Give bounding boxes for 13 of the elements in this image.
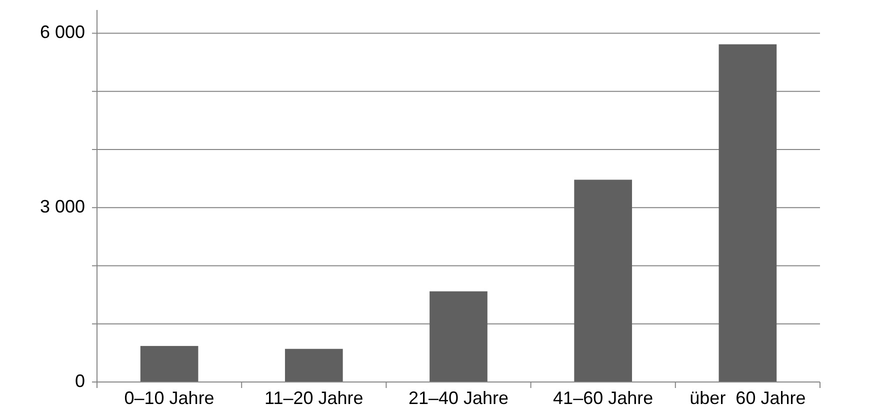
x-tick-label: 21–40 Jahre (408, 388, 509, 408)
x-tick-label: 11–20 Jahre (264, 388, 364, 408)
x-tick-label: 41–60 Jahre (553, 388, 654, 408)
bar (430, 291, 488, 382)
x-tick-label: 0–10 Jahre (124, 388, 214, 408)
bar (284, 348, 343, 382)
bar (718, 44, 777, 382)
y-tick-label: 3 000 (40, 196, 85, 216)
y-tick-label: 6 000 (40, 22, 85, 42)
y-tick-label: 0 (74, 370, 85, 391)
x-tick-label: über 60 Jahre (690, 388, 806, 408)
bar (574, 180, 632, 382)
bar (140, 346, 198, 382)
